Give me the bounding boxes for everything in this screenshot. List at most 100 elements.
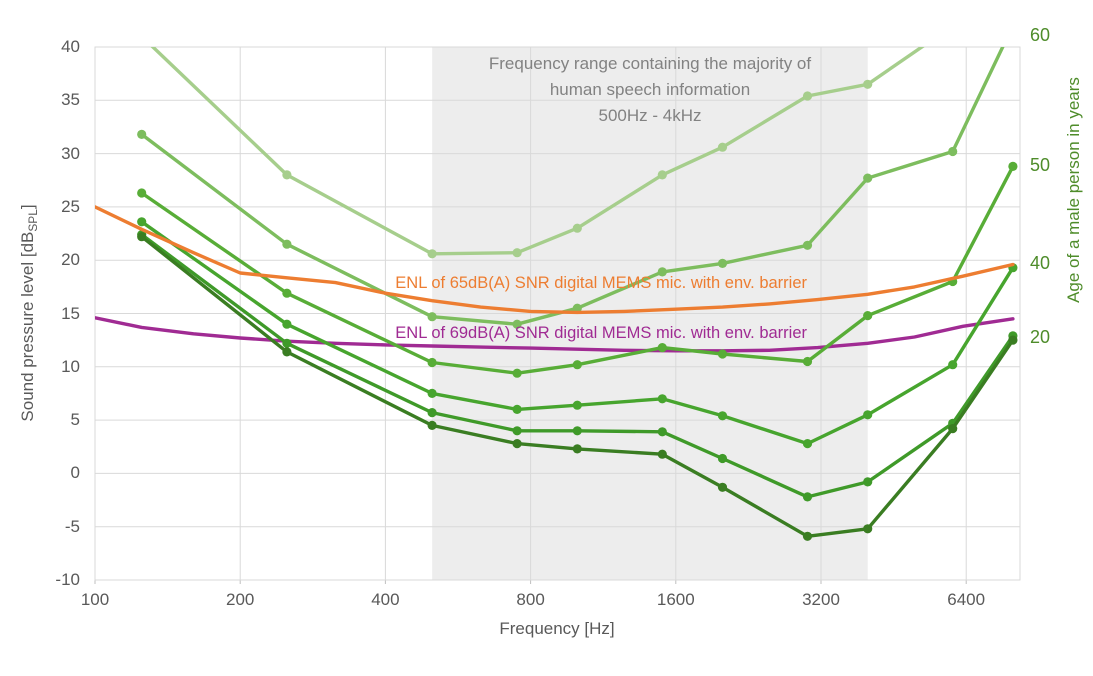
curve-age-30-marker-750hz: [512, 426, 522, 436]
curve-age-60-marker-1500hz: [657, 267, 667, 277]
curve-age-70-marker-6000hz: [948, 21, 957, 30]
curve-age-70-marker-750hz: [512, 248, 522, 258]
speech-band-annotation-line3: 500Hz - 4kHz: [598, 106, 702, 125]
curve-age-50-marker-125hz: [137, 188, 147, 198]
curve-age-50-marker-750hz: [512, 368, 522, 378]
y-tick-10: 10: [61, 356, 80, 376]
curve-age-40: [137, 217, 1018, 449]
curve-age-70-marker-250hz: [282, 170, 292, 180]
curve-age-40-marker-1000hz: [572, 400, 582, 410]
y-tick-25: 25: [61, 196, 80, 216]
curve-age-70-marker-1000hz: [572, 223, 582, 233]
plot-border: [94, 46, 1021, 581]
curve-age-50-marker-4000hz: [863, 311, 873, 321]
curve-age-40-marker-2000hz: [717, 411, 728, 421]
curve-age-70-marker-125hz: [137, 32, 146, 41]
curve-age-20-marker-750hz: [512, 439, 522, 449]
curve-age-20-marker-1000hz: [572, 444, 582, 454]
curve-age-50-marker-2000hz: [717, 349, 728, 359]
curve-age-70-marker-2000hz: [717, 142, 728, 152]
curve-age-40-marker-1500hz: [657, 394, 667, 404]
curve-age-40-marker-3000hz: [802, 439, 813, 449]
speech-band-annotation-line1: Frequency range containing the majority …: [488, 54, 812, 73]
age-label-20: 20: [1030, 327, 1051, 348]
curve-age-30-marker-4000hz: [863, 477, 873, 487]
y-axis-title: Sound pressure level [dBSPL]: [17, 204, 41, 422]
curve-age-70-marker-1500hz: [657, 170, 667, 180]
x-tick-3200: 3200: [802, 590, 840, 609]
curve-age-20-marker-6000hz: [948, 424, 958, 434]
speech-band-annotation: Frequency range containing the majority …: [390, 51, 910, 129]
y-tick-35: 35: [61, 90, 80, 110]
curve-age-50-marker-250hz: [282, 288, 292, 298]
y-tick-30: 30: [61, 143, 80, 163]
curve-age-40-marker-4000hz: [863, 410, 873, 420]
curve-enl-69db-line: [95, 316, 1015, 353]
curve-age-20-marker-500hz: [427, 420, 437, 430]
curve-age-50-marker-8000hz: [1008, 161, 1018, 171]
curve-age-20-marker-250hz: [282, 347, 292, 357]
curve-age-50-marker-1000hz: [572, 360, 582, 370]
curve-age-30-marker-2000hz: [717, 453, 728, 464]
curve-age-70: [137, 21, 957, 259]
curve-age-60-marker-4000hz: [863, 173, 873, 183]
curve-age-60-marker-500hz: [427, 312, 437, 322]
curve-age-50-marker-1500hz: [657, 343, 667, 353]
y-tick--5: -5: [64, 516, 80, 536]
curve-enl-65db: [95, 205, 1015, 315]
enl-69db-curve-label: ENL of 69dB(A) SNR digital MEMS mic. wit…: [395, 324, 807, 342]
curve-enl-69db: [95, 316, 1015, 353]
curve-enl-65db-line: [95, 205, 1015, 315]
curve-age-60-marker-8000hz: [1008, 21, 1017, 30]
curve-age-30-marker-1500hz: [657, 427, 667, 437]
curve-age-40-marker-750hz: [512, 404, 522, 414]
y-tick-15: 15: [61, 303, 80, 323]
curve-age-40-marker-250hz: [282, 319, 292, 329]
curve-age-50: [137, 161, 1018, 378]
curve-age-60-marker-1000hz: [572, 303, 582, 313]
curve-age-60-marker-3000hz: [802, 240, 813, 250]
curve-age-40-marker-500hz: [427, 388, 437, 398]
y-tick--10: -10: [55, 570, 80, 589]
curve-age-70-marker-3000hz: [802, 91, 813, 101]
y-tick-40: 40: [61, 37, 80, 56]
curve-age-20-marker-3000hz: [802, 531, 813, 541]
curve-age-60-marker-2000hz: [717, 258, 728, 268]
curve-age-30-marker-1000hz: [572, 426, 582, 436]
x-tick-6400: 6400: [947, 590, 986, 609]
x-tick-400: 400: [371, 590, 400, 609]
curve-age-60-marker-6000hz: [948, 146, 958, 157]
curve-age-30-marker-250hz: [282, 338, 292, 348]
speech-band-annotation-line2: human speech information: [549, 80, 751, 99]
y-tick-0: 0: [70, 463, 80, 483]
curve-age-20: [137, 232, 1018, 541]
curve-age-20-marker-8000hz: [1008, 335, 1018, 345]
right-axis-title: Age of a male person in years: [1064, 77, 1083, 303]
curve-age-30-marker-3000hz: [802, 492, 813, 502]
x-axis-title: Frequency [Hz]: [499, 619, 615, 638]
x-tick-1600: 1600: [656, 590, 695, 609]
curve-age-70-marker-4000hz: [863, 79, 873, 89]
curve-age-30-marker-500hz: [427, 408, 437, 418]
curve-age-40-marker-125hz: [137, 217, 147, 227]
y-tick-5: 5: [70, 410, 80, 430]
age-label-40: 40: [1030, 253, 1051, 274]
curve-age-50-marker-3000hz: [802, 356, 813, 367]
curve-age-20-marker-125hz: [137, 232, 147, 242]
curve-age-50-marker-500hz: [427, 357, 437, 368]
y-tick-20: 20: [61, 250, 80, 270]
curve-age-70-marker-500hz: [427, 249, 437, 259]
y-axis-title-subscript: SPL: [26, 209, 41, 232]
x-tick-100: 100: [80, 590, 110, 609]
curve-age-20-marker-2000hz: [717, 482, 728, 492]
curve-age-60-marker-125hz: [137, 129, 147, 139]
x-tick-800: 800: [516, 590, 545, 609]
curve-age-20-marker-1500hz: [657, 449, 667, 459]
curve-age-40-marker-6000hz: [948, 360, 958, 370]
x-tick-200: 200: [226, 590, 255, 609]
curve-age-60-marker-750hz: [512, 319, 522, 329]
age-label-60: 60: [1030, 25, 1051, 46]
curve-age-20-marker-4000hz: [863, 524, 873, 534]
